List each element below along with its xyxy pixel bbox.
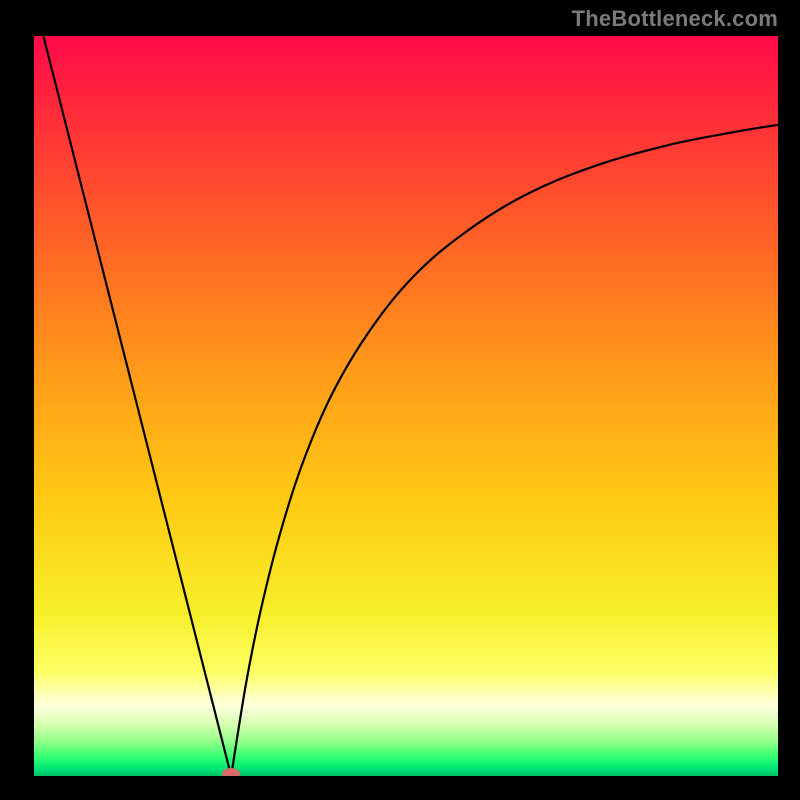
frame-left bbox=[0, 0, 34, 800]
plot-area bbox=[34, 36, 778, 776]
watermark: TheBottleneck.com bbox=[572, 6, 778, 32]
watermark-text: TheBottleneck.com bbox=[572, 6, 778, 31]
curve-right-branch bbox=[231, 125, 778, 776]
minimum-marker bbox=[222, 768, 240, 776]
frame-right bbox=[778, 0, 800, 800]
frame-bottom bbox=[0, 776, 800, 800]
curve-svg bbox=[34, 36, 778, 776]
curve-left-branch bbox=[34, 36, 231, 776]
